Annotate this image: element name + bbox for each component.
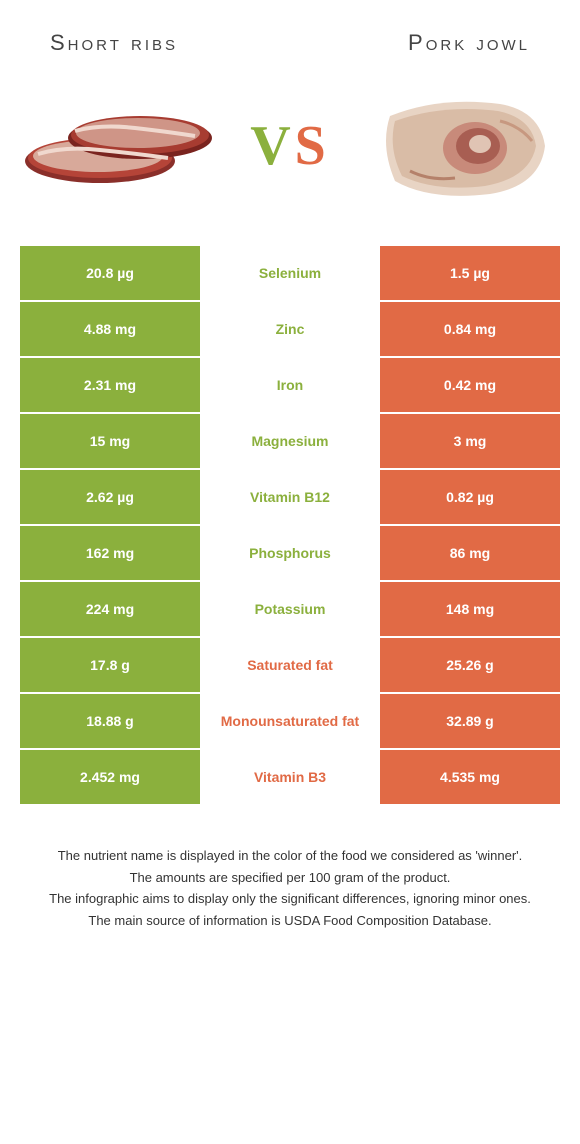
nutrient-row: 20.8 µgSelenium1.5 µg <box>20 246 560 300</box>
footer-notes: The nutrient name is displayed in the co… <box>0 806 580 952</box>
value-right: 0.82 µg <box>380 470 560 524</box>
value-right: 32.89 g <box>380 694 560 748</box>
nutrient-row: 224 mgPotassium148 mg <box>20 582 560 636</box>
footer-line: The infographic aims to display only the… <box>40 889 540 909</box>
value-left: 4.88 mg <box>20 302 200 356</box>
value-right: 1.5 µg <box>380 246 560 300</box>
short-ribs-image <box>20 76 220 216</box>
value-right: 0.84 mg <box>380 302 560 356</box>
hero-row: VS <box>0 66 580 246</box>
value-left: 20.8 µg <box>20 246 200 300</box>
nutrient-row: 4.88 mgZinc0.84 mg <box>20 302 560 356</box>
nutrient-label: Vitamin B12 <box>200 470 380 524</box>
nutrient-label: Iron <box>200 358 380 412</box>
nutrient-row: 2.31 mgIron0.42 mg <box>20 358 560 412</box>
value-left: 224 mg <box>20 582 200 636</box>
title-row: Short ribs Pork jowl <box>0 0 580 66</box>
nutrient-row: 15 mgMagnesium3 mg <box>20 414 560 468</box>
title-right: Pork jowl <box>408 30 530 56</box>
nutrient-label: Zinc <box>200 302 380 356</box>
nutrient-row: 18.88 gMonounsaturated fat32.89 g <box>20 694 560 748</box>
value-left: 15 mg <box>20 414 200 468</box>
footer-line: The amounts are specified per 100 gram o… <box>40 868 540 888</box>
pork-jowl-image <box>360 76 560 216</box>
value-right: 25.26 g <box>380 638 560 692</box>
nutrient-row: 2.62 µgVitamin B120.82 µg <box>20 470 560 524</box>
nutrient-row: 17.8 gSaturated fat25.26 g <box>20 638 560 692</box>
vs-s: S <box>295 114 330 178</box>
value-right: 3 mg <box>380 414 560 468</box>
value-right: 86 mg <box>380 526 560 580</box>
vs-label: VS <box>250 114 330 178</box>
footer-line: The nutrient name is displayed in the co… <box>40 846 540 866</box>
value-right: 148 mg <box>380 582 560 636</box>
nutrient-label: Monounsaturated fat <box>200 694 380 748</box>
nutrient-label: Magnesium <box>200 414 380 468</box>
nutrient-table: 20.8 µgSelenium1.5 µg4.88 mgZinc0.84 mg2… <box>0 246 580 806</box>
nutrient-label: Potassium <box>200 582 380 636</box>
nutrient-label: Saturated fat <box>200 638 380 692</box>
nutrient-row: 162 mgPhosphorus86 mg <box>20 526 560 580</box>
vs-v: V <box>250 114 294 178</box>
nutrient-label: Selenium <box>200 246 380 300</box>
footer-line: The main source of information is USDA F… <box>40 911 540 931</box>
value-left: 17.8 g <box>20 638 200 692</box>
value-left: 2.452 mg <box>20 750 200 804</box>
nutrient-label: Vitamin B3 <box>200 750 380 804</box>
value-right: 4.535 mg <box>380 750 560 804</box>
nutrient-row: 2.452 mgVitamin B34.535 mg <box>20 750 560 804</box>
nutrient-label: Phosphorus <box>200 526 380 580</box>
value-left: 162 mg <box>20 526 200 580</box>
value-right: 0.42 mg <box>380 358 560 412</box>
value-left: 2.31 mg <box>20 358 200 412</box>
value-left: 2.62 µg <box>20 470 200 524</box>
title-left: Short ribs <box>50 30 178 56</box>
value-left: 18.88 g <box>20 694 200 748</box>
